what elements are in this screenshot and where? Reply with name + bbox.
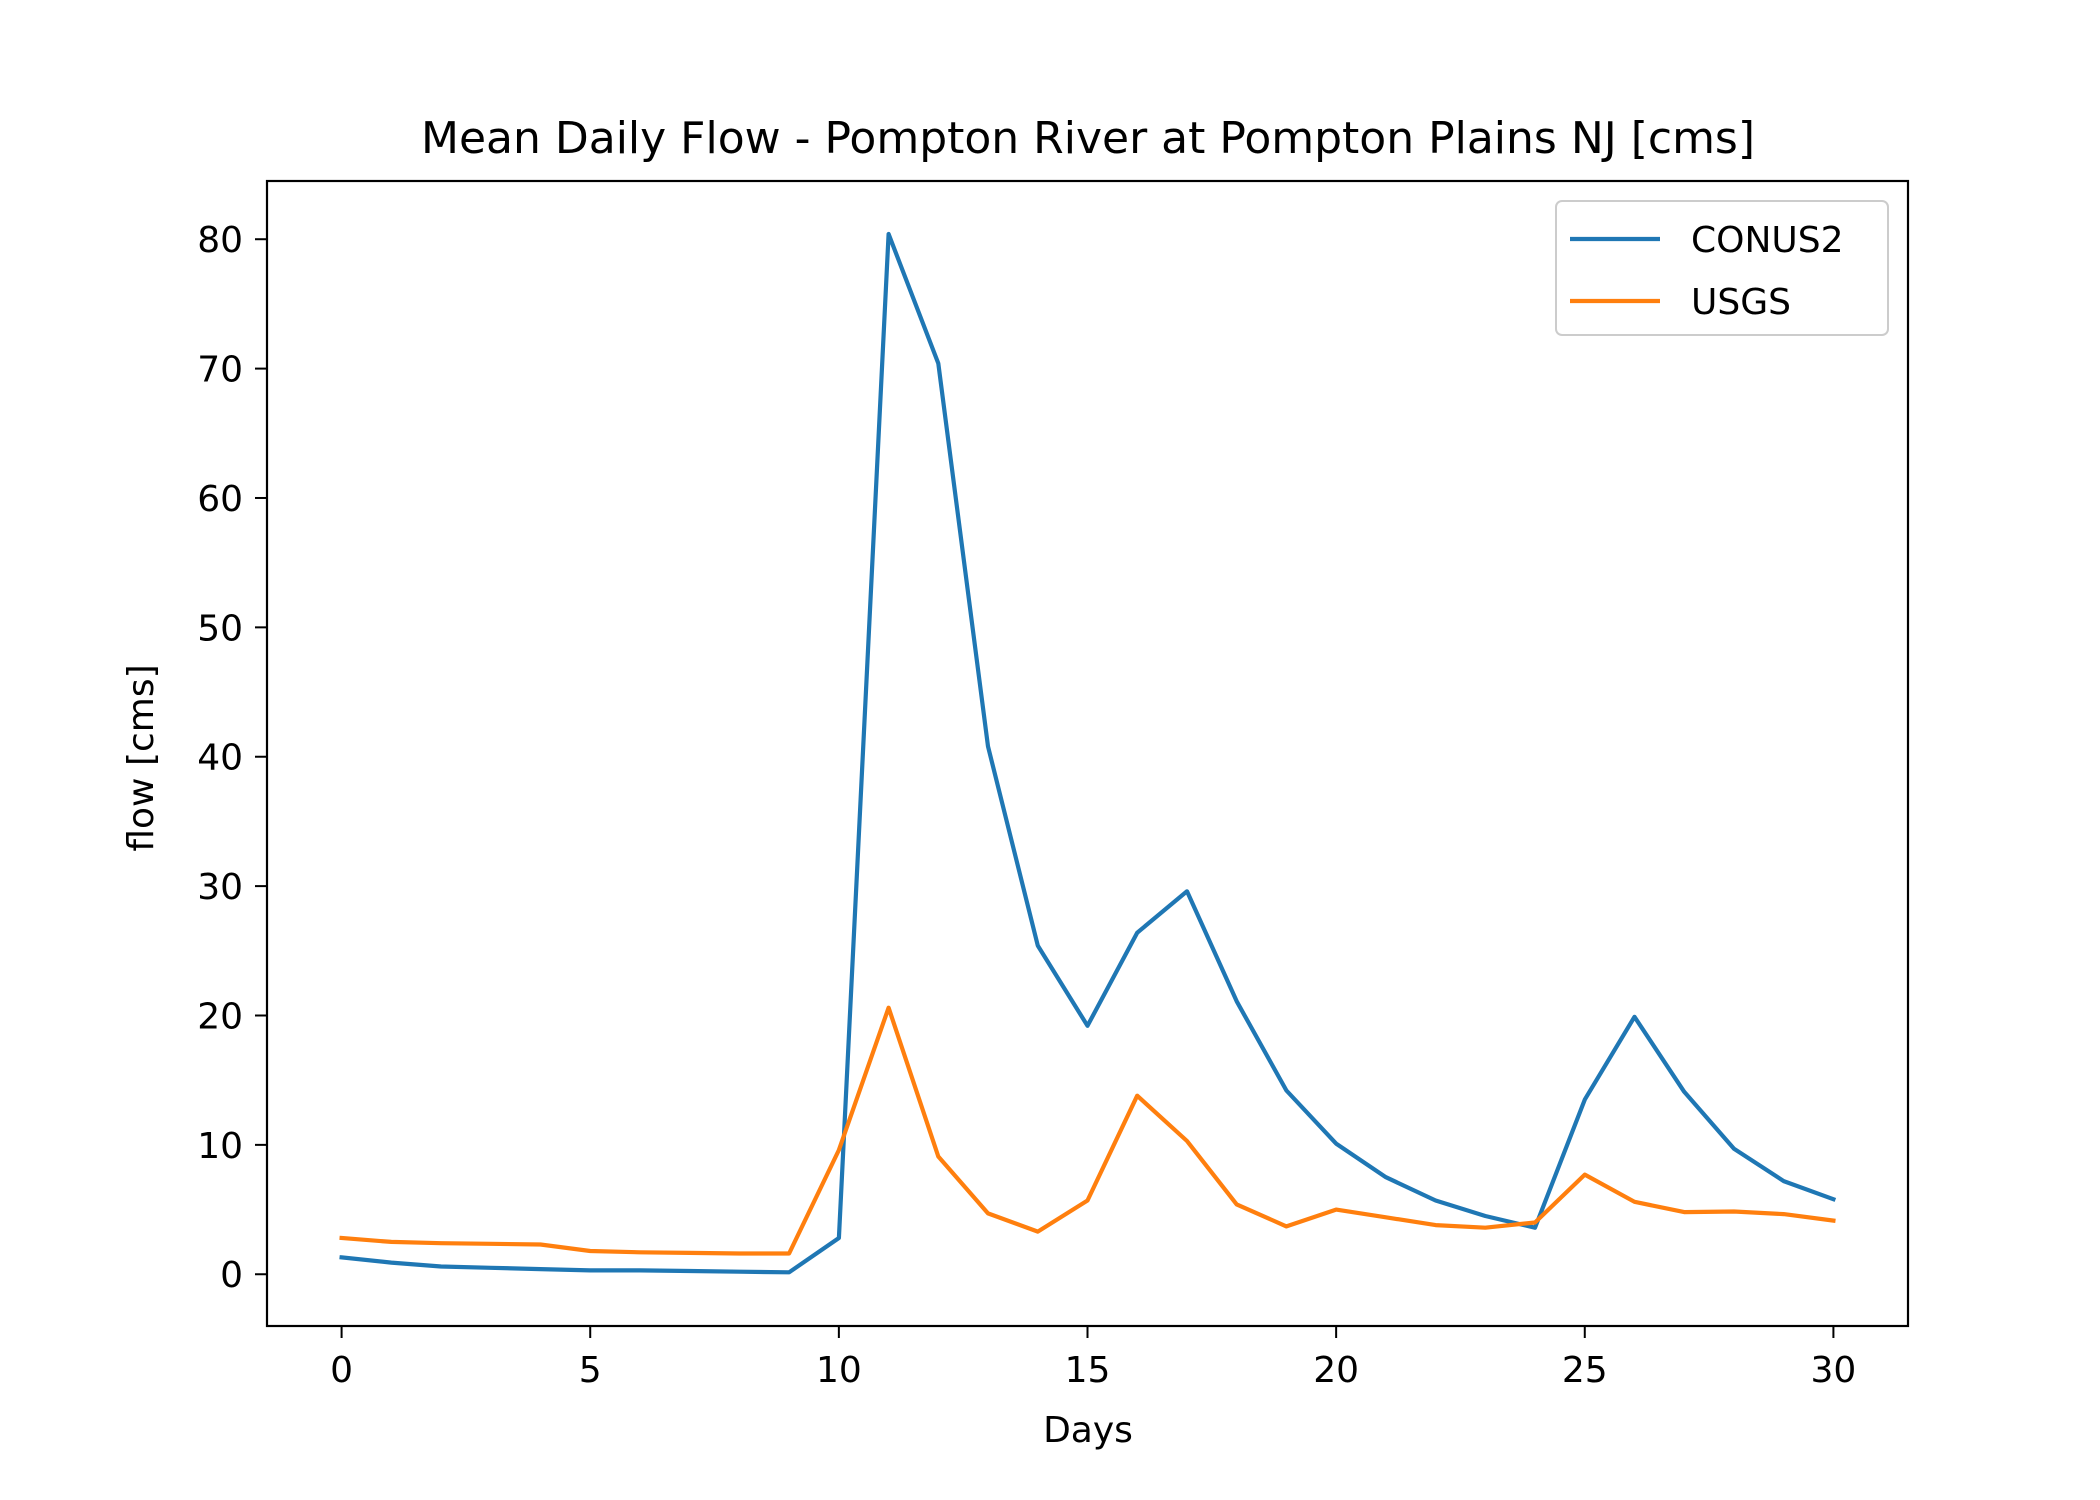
y-tick-label: 50: [197, 608, 243, 649]
x-tick-label: 15: [1065, 1350, 1111, 1391]
legend-label-conus2: CONUS2: [1691, 220, 1844, 261]
y-tick-label: 20: [197, 996, 243, 1037]
y-tick-label: 30: [197, 867, 243, 908]
x-tick-label: 0: [330, 1350, 353, 1391]
y-tick-label: 70: [197, 350, 243, 391]
x-tick-label: 10: [816, 1350, 862, 1391]
series-line-usgs: [339, 1005, 1836, 1256]
x-tick-label: 5: [579, 1350, 602, 1391]
chart-title: Mean Daily Flow - Pompton River at Pompt…: [421, 113, 1755, 164]
x-tick-label: 25: [1562, 1350, 1608, 1391]
y-tick-label: 0: [220, 1255, 243, 1296]
plot-area: 0 5 10 15 20 25 30 0 10 20 30 40 50 60 70 80: [197, 179, 1910, 1391]
y-tick-label: 80: [197, 220, 243, 261]
x-axis-label: Days: [1043, 1410, 1133, 1451]
y-tick-label: 60: [197, 479, 243, 520]
legend-label-usgs: USGS: [1691, 282, 1791, 323]
legend: CONUS2 USGS: [1555, 200, 1889, 336]
y-tick-label: 40: [197, 738, 243, 779]
y-tick-label: 10: [197, 1126, 243, 1167]
series-line-conus2: [339, 231, 1837, 1275]
y-axis-label: flow [cms]: [121, 664, 162, 851]
x-tick-label: 30: [1811, 1350, 1857, 1391]
x-tick-label: 20: [1313, 1350, 1359, 1391]
